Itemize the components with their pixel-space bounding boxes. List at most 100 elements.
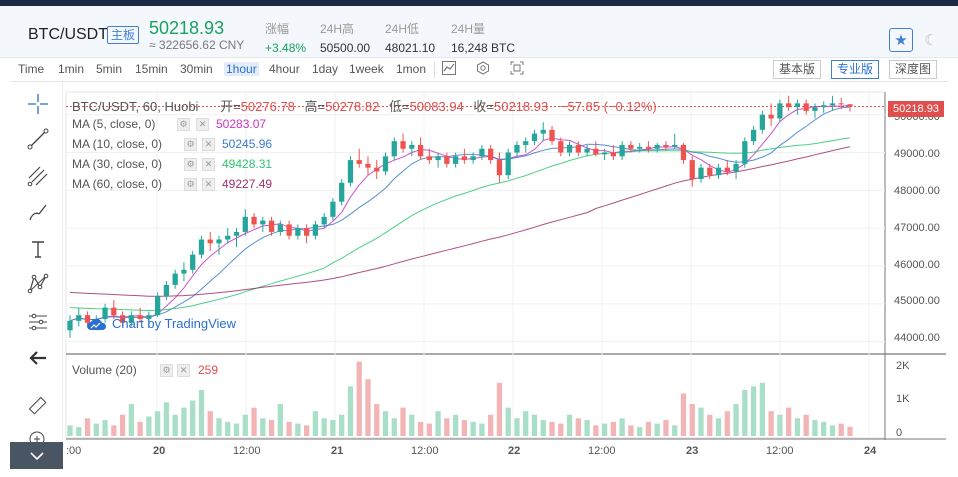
price-tick: 45000.00 (894, 295, 940, 307)
volume-bar (829, 425, 836, 436)
volume-series (67, 361, 853, 436)
candle (759, 110, 765, 134)
price-tick: 47000.00 (894, 222, 940, 234)
stat-value: 16,248 BTC (451, 41, 516, 55)
ma10-label[interactable]: MA (10, close, 0) (72, 137, 163, 151)
indicator-settings-icon[interactable] (474, 61, 492, 79)
volume-bar (575, 418, 581, 436)
tf-4hour[interactable]: 4hour (269, 62, 300, 76)
candle (610, 144, 616, 161)
candle-body (759, 114, 765, 130)
volume-bar (724, 411, 730, 436)
settings-icon[interactable]: ⚙ (184, 138, 197, 151)
stat-label: 24H量 (451, 22, 486, 36)
legend-title[interactable]: BTC/USDT, 60, Huobi (72, 99, 199, 114)
ma30-label[interactable]: MA (30, close, 0) (72, 157, 163, 171)
price-tick: 49000.00 (894, 148, 940, 160)
ma5-label[interactable]: MA (5, close, 0) (72, 117, 156, 131)
candle (181, 262, 187, 282)
trend-line-icon[interactable] (26, 127, 50, 151)
brush-icon[interactable] (26, 200, 50, 224)
tf-1week[interactable]: 1week (349, 62, 384, 76)
fib-icon[interactable] (26, 164, 50, 188)
tf-1hour[interactable]: 1hour (224, 62, 259, 76)
star-icon[interactable]: ★ (889, 28, 913, 52)
settings-icon[interactable]: ⚙ (177, 118, 190, 131)
candle (479, 144, 485, 161)
candle (207, 231, 213, 251)
pair-title[interactable]: BTC/USDT (28, 26, 108, 43)
candle-body (286, 224, 292, 236)
candle-body (505, 152, 511, 176)
mode-basic[interactable]: 基本版 (773, 60, 822, 79)
volume-bar (715, 418, 722, 436)
candle-body (601, 152, 608, 155)
candle-body (233, 231, 240, 236)
candle (119, 311, 126, 327)
close-icon[interactable]: ✕ (202, 158, 215, 171)
stat-high: 24H高 50500.00 (320, 20, 370, 55)
candle-body (470, 156, 476, 161)
chevron-down-icon[interactable] (10, 442, 63, 469)
candle-body (488, 148, 494, 161)
tf-time[interactable]: Time (18, 62, 45, 76)
settings-icon[interactable]: ⚙ (184, 178, 197, 191)
candle (330, 197, 336, 221)
candle (426, 148, 432, 164)
volume-bar (242, 414, 248, 436)
pattern-icon[interactable] (26, 272, 50, 296)
back-arrow-icon[interactable] (26, 346, 50, 370)
tf-15min[interactable]: 15min (135, 62, 168, 76)
ma60-label[interactable]: MA (60, close, 0) (72, 177, 163, 191)
candle (584, 144, 590, 157)
ma10-value: 50245.96 (222, 137, 273, 151)
tf-1mon[interactable]: 1mon (396, 62, 427, 76)
candle-body (111, 307, 117, 316)
text-icon[interactable] (26, 237, 50, 261)
volume-bar (286, 421, 292, 436)
volume-bar (163, 402, 170, 436)
tf-5min[interactable]: 5min (96, 62, 123, 76)
candle-type-icon[interactable] (440, 61, 458, 79)
volume-bar (584, 420, 590, 436)
measure-icon[interactable] (26, 310, 50, 334)
candle-body (225, 235, 231, 240)
moon-icon[interactable]: ☾ (924, 32, 938, 49)
tradingview-watermark[interactable]: Chart by TradingView (86, 316, 236, 331)
crosshair-icon[interactable] (26, 92, 50, 116)
candle (558, 137, 564, 157)
candle-body (847, 104, 853, 107)
settings-icon[interactable]: ⚙ (160, 364, 173, 377)
close-icon[interactable]: ✕ (202, 178, 215, 191)
candle (67, 315, 73, 338)
close-icon[interactable]: ✕ (202, 138, 215, 151)
watermark-text[interactable]: Chart by TradingView (112, 316, 237, 331)
volume-bar (321, 418, 327, 436)
candle (304, 224, 310, 244)
tf-30min[interactable]: 30min (180, 62, 213, 76)
last-price: 50218.93 (149, 18, 225, 38)
volume-bar (742, 389, 748, 436)
mode-depth[interactable]: 深度图 (889, 60, 938, 79)
candle-body (260, 220, 266, 225)
tf-1min[interactable]: 1min (58, 62, 85, 76)
volume-bar (733, 404, 739, 436)
volume-label[interactable]: Volume (20) (72, 363, 137, 377)
candle-series (67, 95, 853, 338)
ruler-icon[interactable] (26, 394, 50, 418)
candle-body (593, 148, 599, 155)
mode-pro[interactable]: 专业版 (831, 60, 880, 79)
candle-body (777, 103, 783, 119)
close-label: 收= (473, 99, 495, 114)
settings-icon[interactable]: ⚙ (184, 158, 197, 171)
candle (391, 137, 397, 161)
fullscreen-icon[interactable] (508, 61, 526, 79)
candle (347, 156, 354, 187)
volume-bar (654, 423, 660, 436)
close-icon[interactable]: ✕ (196, 118, 209, 131)
close-icon[interactable]: ✕ (177, 364, 190, 377)
candle (715, 163, 722, 179)
tf-1day[interactable]: 1day (312, 62, 339, 76)
candle (672, 133, 678, 149)
